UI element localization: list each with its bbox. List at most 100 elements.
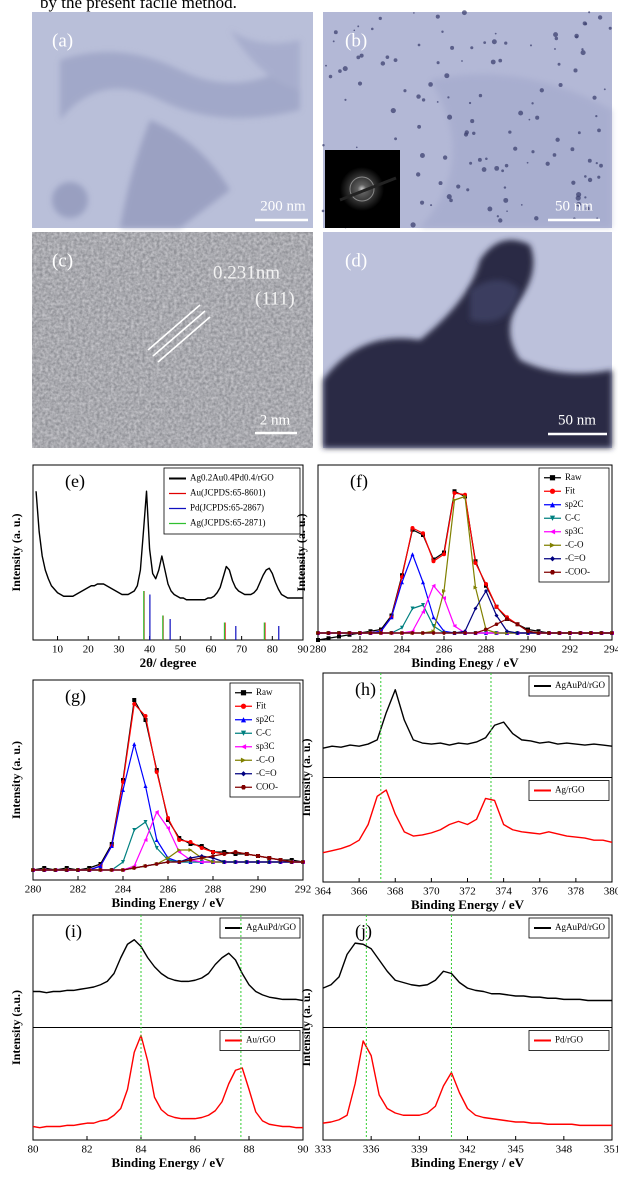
nanoparticle: [390, 107, 396, 114]
panel-label: (e): [65, 471, 85, 492]
x-tick-label: 336: [363, 1144, 380, 1156]
nanoparticle: [504, 163, 509, 168]
legend-marker: [240, 757, 247, 763]
data-marker: [132, 742, 137, 746]
nanoparticle: [485, 157, 488, 161]
panel-label: (d): [345, 250, 367, 271]
legend-label: sp3C: [256, 741, 275, 751]
nanoparticle: [587, 177, 593, 183]
data-marker: [326, 631, 331, 635]
legend-label: Raw: [256, 687, 273, 697]
data-marker: [188, 858, 193, 862]
legend-marker: [240, 730, 247, 736]
legend-label: -C=O: [256, 768, 277, 778]
nanoparticle: [498, 58, 503, 63]
data-marker: [515, 622, 520, 626]
nanoparticle: [421, 98, 426, 102]
x-tick-label: 288: [205, 884, 222, 896]
legend-marker: [240, 744, 247, 750]
chart: 333 336 339 342 345 348 351 Binding Energy / eV…: [299, 914, 618, 1170]
data-marker: [31, 868, 35, 872]
data-marker: [473, 631, 478, 635]
nanoparticle: [539, 88, 544, 93]
data-marker: [494, 613, 499, 618]
nanoparticle: [428, 82, 433, 87]
x-tick-label: 376: [532, 886, 549, 898]
x-tick-label: 60: [205, 644, 217, 656]
x-tick-label: 364: [315, 886, 332, 898]
legend-label: Pd(JCPDS:65-2867): [190, 503, 264, 513]
nanoparticle: [444, 73, 450, 79]
x-tick-label: 290: [250, 884, 267, 896]
x-axis-label: Binding Energy / eV: [111, 895, 225, 910]
data-marker: [526, 629, 530, 633]
plot-frame: [317, 464, 613, 641]
x-tick-label: 84: [136, 1144, 148, 1156]
nanoparticle: [494, 32, 497, 35]
legend-label: C-C: [256, 727, 271, 737]
nanoparticle: [435, 14, 440, 19]
x-tick-label: 292: [562, 644, 579, 656]
nanoparticle: [322, 144, 325, 147]
data-marker: [154, 810, 159, 814]
legend-label: -COO-: [565, 566, 590, 576]
data-marker: [109, 844, 114, 848]
nanoparticle: [449, 198, 453, 203]
d-spacing: 0.231nm: [213, 262, 280, 283]
nanoparticle: [413, 12, 415, 14]
data-marker: [347, 631, 352, 635]
panel-label: (f): [350, 471, 368, 492]
data-marker: [267, 860, 272, 864]
nanoparticle: [461, 10, 467, 16]
data-marker: [442, 589, 446, 593]
x-tick-label: 351: [604, 1144, 618, 1156]
x-tick-label: 80: [267, 644, 279, 656]
nanoparticle: [553, 32, 559, 38]
nanoparticle: [552, 153, 557, 157]
x-tick-label: 286: [160, 884, 177, 896]
legend-label: sp2C: [565, 499, 584, 509]
nanoparticle: [325, 64, 327, 67]
x-tick-label: 378: [568, 886, 585, 898]
data-marker: [494, 604, 499, 609]
data-marker: [368, 631, 373, 635]
data-marker: [400, 625, 404, 630]
data-marker: [599, 631, 604, 635]
data-marker: [473, 585, 478, 590]
data-marker: [121, 780, 125, 784]
panel-label: (h): [355, 679, 376, 700]
chart: 280 282 284 286 288 290 292 294 Binding Enegy / …: [294, 464, 618, 670]
x-tick-label: 10: [52, 644, 64, 656]
legend-label: COO-: [256, 781, 278, 791]
data-marker: [442, 596, 446, 600]
nanoparticle: [342, 66, 348, 72]
data-marker: [515, 631, 520, 635]
nanoparticle: [380, 61, 386, 66]
nanoparticle: [357, 81, 363, 86]
data-marker: [326, 636, 331, 641]
x-tick-label: 372: [459, 886, 476, 898]
nanoparticle: [470, 119, 475, 124]
x-tick-label: 282: [352, 644, 369, 656]
nanoparticle: [503, 197, 509, 203]
legend-marker: [549, 475, 556, 481]
x-tick-label: 370: [423, 886, 440, 898]
data-marker: [431, 559, 436, 564]
series-line: [318, 604, 612, 634]
legend-box: [229, 682, 301, 798]
data-marker: [547, 631, 551, 635]
data-marker: [337, 634, 341, 639]
nanoparticle: [394, 137, 398, 141]
legend-marker: [549, 529, 556, 535]
nanoparticle: [520, 204, 523, 206]
legend-label: sp3C: [565, 526, 584, 536]
data-marker: [389, 631, 394, 635]
nanoparticle: [332, 40, 335, 43]
nanoparticle: [545, 161, 550, 166]
nanoparticle: [534, 216, 539, 221]
micrograph-b-labels: (b) 50 nm: [325, 30, 600, 228]
data-marker: [177, 860, 182, 864]
nanoparticle: [321, 209, 325, 213]
nanoparticle: [483, 41, 487, 44]
series-line: [322, 789, 613, 854]
